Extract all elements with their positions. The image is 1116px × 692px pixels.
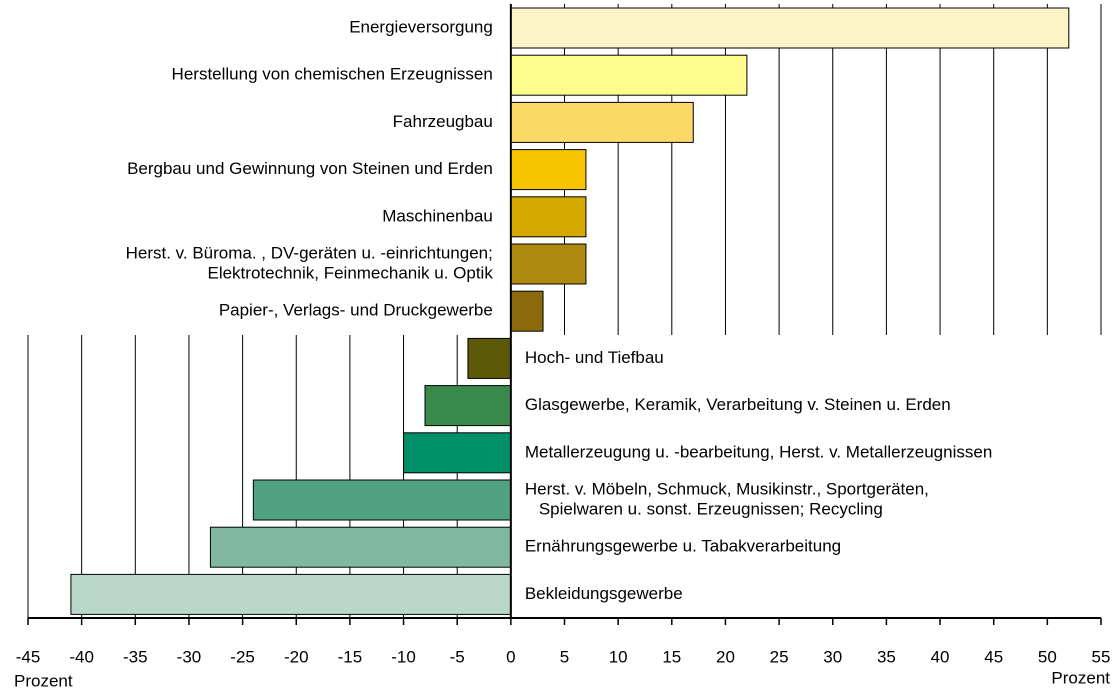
x-axis-label-left: Prozent bbox=[14, 671, 73, 690]
x-tick-label: 25 bbox=[770, 647, 789, 666]
x-tick-label: -35 bbox=[123, 647, 148, 666]
bar bbox=[510, 54, 748, 96]
category-label: Bekleidungsgewerbe bbox=[525, 584, 683, 603]
bar bbox=[209, 526, 512, 568]
category-label: Hoch- und Tiefbau bbox=[525, 348, 664, 367]
x-tick-label: 30 bbox=[823, 647, 842, 666]
category-label: Herst. v. Möbeln, Schmuck, Musikinstr., … bbox=[525, 479, 929, 498]
bar bbox=[510, 196, 587, 238]
x-tick-label: 10 bbox=[609, 647, 628, 666]
x-tick-label: 15 bbox=[662, 647, 681, 666]
category-label: Energieversorgung bbox=[349, 17, 493, 36]
x-tick-label: 35 bbox=[877, 647, 896, 666]
bar bbox=[403, 432, 512, 474]
x-tick-label: -30 bbox=[177, 647, 202, 666]
bar bbox=[510, 149, 587, 191]
bar bbox=[70, 573, 512, 615]
x-axis-label-right: Prozent bbox=[1051, 668, 1110, 687]
bar bbox=[510, 101, 694, 143]
x-tick-label: 20 bbox=[716, 647, 735, 666]
category-label: Glasgewerbe, Keramik, Verarbeitung v. St… bbox=[525, 395, 951, 414]
category-label: Metallerzeugung u. -bearbeitung, Herst. … bbox=[525, 442, 992, 461]
category-label: Ernährungsgewerbe u. Tabakverarbeitung bbox=[525, 537, 841, 556]
category-label: Elektrotechnik, Feinmechanik u. Optik bbox=[207, 263, 493, 282]
x-tick-label: -25 bbox=[230, 647, 255, 666]
x-tick-label: -10 bbox=[391, 647, 416, 666]
bar bbox=[467, 337, 512, 379]
bar bbox=[510, 290, 544, 332]
x-tick-label: 5 bbox=[560, 647, 569, 666]
bar bbox=[252, 479, 512, 521]
x-tick-label: -20 bbox=[284, 647, 309, 666]
x-tick-label: 45 bbox=[984, 647, 1003, 666]
x-tick-label: -5 bbox=[450, 647, 465, 666]
category-label: Herst. v. Büroma. , DV-geräten u. -einri… bbox=[126, 243, 493, 262]
category-label: Maschinenbau bbox=[382, 206, 493, 225]
bar bbox=[424, 385, 512, 427]
category-label: Fahrzeugbau bbox=[393, 112, 493, 131]
bar bbox=[510, 7, 1070, 49]
x-tick-label: -40 bbox=[69, 647, 94, 666]
x-tick-label: 40 bbox=[931, 647, 950, 666]
x-tick-label: 55 bbox=[1092, 647, 1111, 666]
category-label: Herstellung von chemischen Erzeugnissen bbox=[172, 65, 493, 84]
x-tick-label: -45 bbox=[16, 647, 41, 666]
bar bbox=[510, 243, 587, 285]
category-label: Spielwaren u. sonst. Erzeugnissen; Recyc… bbox=[539, 499, 883, 518]
x-tick-label: 50 bbox=[1038, 647, 1057, 666]
x-tick-label: -15 bbox=[338, 647, 363, 666]
category-label: Papier-, Verlags- und Druckgewerbe bbox=[219, 301, 493, 320]
x-tick-label: 0 bbox=[506, 647, 515, 666]
category-label: Bergbau und Gewinnung von Steinen und Er… bbox=[127, 159, 493, 178]
